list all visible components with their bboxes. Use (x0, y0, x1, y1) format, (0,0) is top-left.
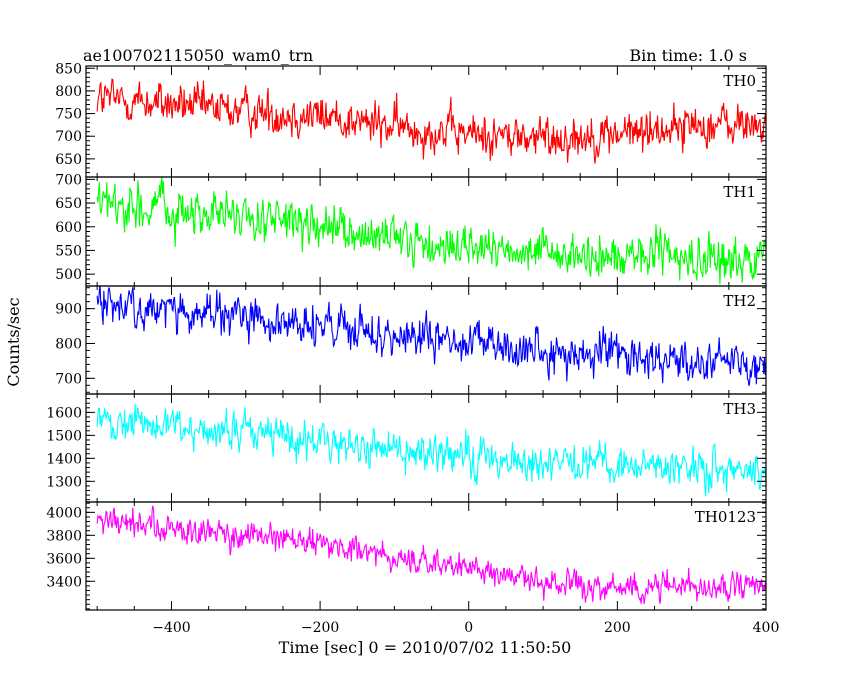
panels-group: 650 700 750 800 850 TH0 500 550 600 650 700 TH1 700 8… (46, 61, 767, 611)
y-axis-label: Counts/sec (4, 297, 23, 386)
y-tick-label: 3800 (46, 528, 82, 544)
panel-frame (85, 501, 767, 611)
x-tick-label: 0 (464, 620, 473, 636)
y-tick-label: 1500 (46, 428, 82, 444)
panel-label-th3: TH3 (723, 400, 756, 418)
y-tick-label: 600 (55, 220, 82, 236)
y-tick-label: 1300 (46, 474, 82, 490)
y-tick-label: 850 (55, 61, 82, 77)
y-tick-label: 650 (55, 196, 82, 212)
y-tick-label: 700 (55, 129, 82, 145)
series-line-th0123 (96, 505, 766, 604)
panel-label-th1: TH1 (723, 183, 756, 201)
y-tick-label: 1400 (46, 451, 82, 467)
series-line-th2 (96, 286, 766, 386)
y-tick-label: 800 (55, 336, 82, 352)
panel-label-th0: TH0 (723, 72, 756, 90)
series-line-th0 (96, 78, 766, 164)
panel-label-th0123: TH0123 (695, 508, 756, 526)
panel-frame (85, 176, 767, 287)
panel-frame (85, 285, 767, 395)
y-tick-label: 700 (55, 172, 82, 188)
x-tick-label: 400 (753, 620, 780, 636)
panel-th0123: 3400 3600 3800 4000 TH0123 (46, 501, 767, 611)
panel-label-th2: TH2 (723, 292, 756, 310)
series-line-th3 (96, 403, 766, 497)
y-tick-label: 550 (55, 243, 82, 259)
panel-th2: 700 800 900 TH2 (55, 285, 767, 395)
y-tick-label: 800 (55, 84, 82, 100)
y-tick-label: 1600 (46, 405, 82, 421)
y-tick-label: 4000 (46, 505, 82, 521)
x-tick-label: −400 (152, 620, 190, 636)
panel-frame (85, 393, 767, 503)
y-tick-label: 750 (55, 107, 82, 123)
panel-frame (85, 65, 767, 178)
y-tick-label: 700 (55, 371, 82, 387)
panel-th3: 1300 1400 1500 1600 TH3 (46, 393, 767, 503)
y-tick-label: 650 (55, 152, 82, 168)
bin-time-label: Bin time: 1.0 s (629, 46, 747, 65)
chart-title: ae100702115050_wam0_trn (83, 46, 313, 65)
x-axis-label: Time [sec] 0 = 2010/07/02 11:50:50 (279, 638, 572, 657)
x-axis: −400 −200 0 200 400 (152, 620, 779, 636)
panel-th0: 650 700 750 800 850 TH0 (55, 61, 767, 178)
x-tick-label: −200 (301, 620, 339, 636)
series-line-th1 (96, 177, 766, 285)
panel-th1: 500 550 600 650 700 TH1 (55, 172, 767, 287)
y-tick-label: 3600 (46, 551, 82, 567)
y-tick-label: 3400 (46, 574, 82, 590)
y-tick-label: 900 (55, 302, 82, 318)
y-tick-label: 500 (55, 267, 82, 283)
x-tick-label: 200 (604, 620, 631, 636)
